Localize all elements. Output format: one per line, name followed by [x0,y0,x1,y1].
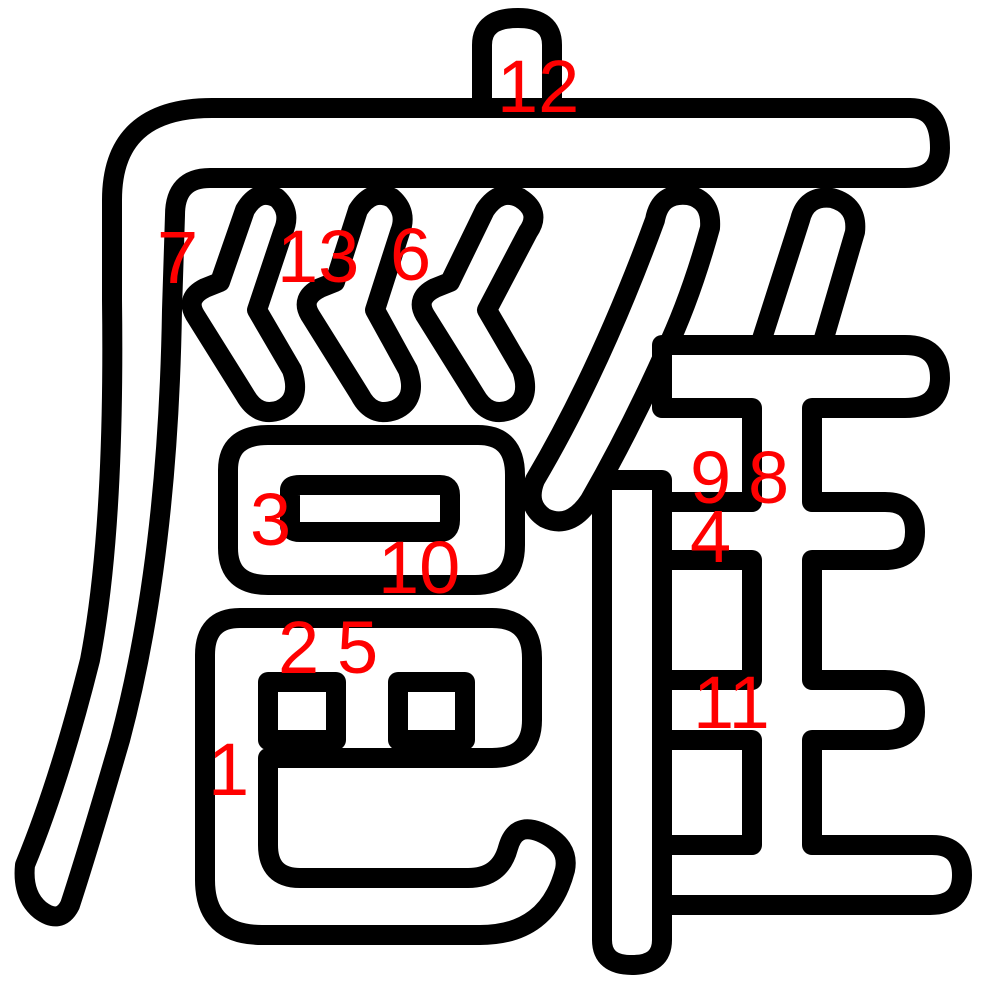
stroke-number-1: 1 [208,728,249,811]
stroke-number-2: 2 [278,606,319,689]
stroke-upper-box [218,425,525,595]
stroke-number-12: 12 [497,45,579,128]
stroke-number-3: 3 [250,478,291,561]
stroke-chevron-1 [181,185,305,423]
stroke-number-11: 11 [693,661,770,744]
stroke-number-4: 4 [690,495,731,578]
stroke-number-6: 6 [390,213,431,296]
stroke-roof-and-left-sweep [14,98,950,927]
stroke-top-dot [472,8,562,118]
stroke-right-slash-2 [750,187,866,355]
stroke-lower-box-hook [195,608,576,945]
stroke-number-5: 5 [337,606,378,689]
stroke-number-7: 7 [157,216,198,299]
stroke-number-8: 8 [748,436,789,519]
stroke-number-10: 10 [378,526,460,609]
stroke-right-frame [652,335,972,915]
stroke-number-9: 9 [690,436,731,519]
stroke-right-slash [521,184,721,532]
stroke-right-post [592,470,672,975]
stroke-chevron-3 [411,185,544,423]
stroke-number-13: 13 [277,215,359,298]
stroke-chevron-2 [296,185,421,423]
